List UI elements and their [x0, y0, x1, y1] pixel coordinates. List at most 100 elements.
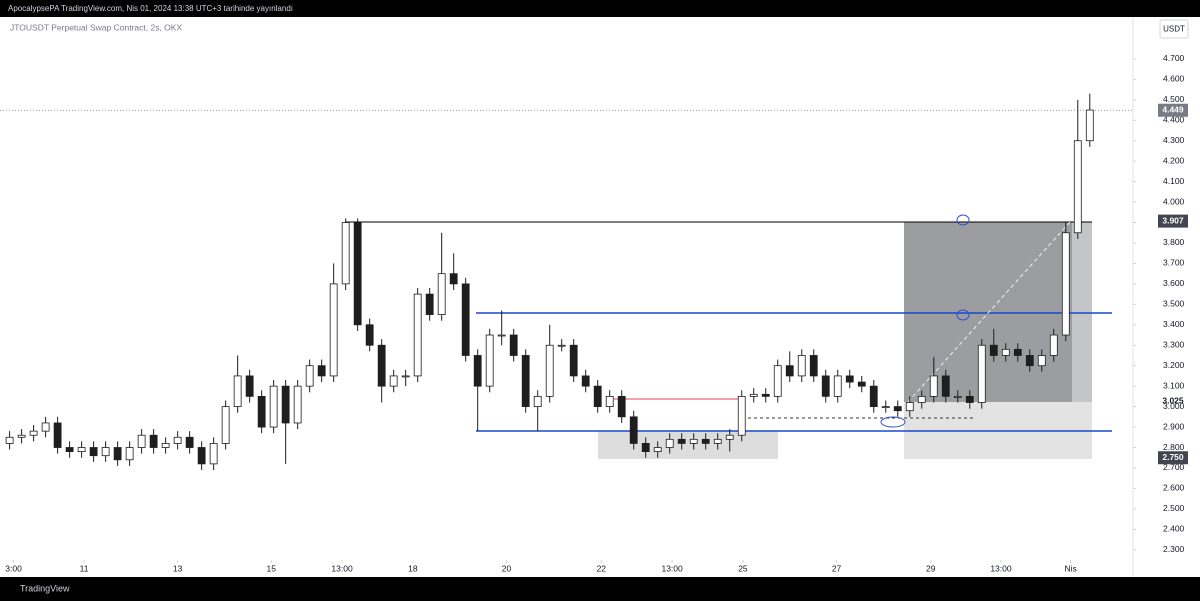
candle-body	[509, 334, 518, 356]
candle-body	[89, 447, 98, 457]
trend-line	[907, 221, 1071, 403]
candle-body	[209, 443, 218, 465]
candle-body	[893, 406, 902, 412]
candle-body	[185, 436, 194, 448]
candle-body	[569, 344, 578, 377]
y-tick-label: 3.100	[1163, 380, 1185, 390]
candle-body	[257, 395, 266, 428]
y-tick-label: 4.600	[1163, 74, 1185, 84]
top-bar	[0, 0, 1200, 17]
candle-body	[1037, 355, 1046, 367]
y-tick-label: 3.800	[1163, 237, 1185, 247]
candle-body	[101, 447, 110, 457]
candle-body	[749, 393, 758, 397]
candle-body	[1061, 232, 1070, 336]
y-tick-label: 4.400	[1163, 115, 1185, 125]
x-tick-label: 11	[80, 563, 89, 573]
candle-body	[737, 395, 746, 436]
candle-body	[461, 283, 470, 356]
candle-body	[5, 436, 14, 444]
candle-body	[233, 375, 242, 408]
x-tick-label: 29	[926, 563, 936, 573]
candle-body	[641, 443, 650, 452]
candle-body	[773, 365, 782, 397]
x-tick-label: 13:00	[331, 563, 353, 573]
chart-title: JTOUSDT Perpetual Swap Contract, 2s, OKX	[10, 22, 182, 32]
candle-body	[245, 375, 254, 397]
marks	[5, 93, 1094, 471]
marker	[956, 214, 970, 226]
candle-body	[77, 447, 86, 452]
candle-body	[485, 334, 494, 387]
zone	[598, 431, 778, 459]
candle-body	[353, 222, 362, 326]
candle-body	[953, 395, 962, 398]
candle-body	[53, 422, 62, 448]
candle-body	[629, 416, 638, 444]
candle-body	[677, 438, 686, 444]
candle-body	[497, 334, 506, 337]
candle-body	[665, 438, 674, 448]
price-label: 3.907	[1162, 215, 1184, 225]
x-tick-label: 13:00	[990, 563, 1012, 573]
x-tick-label: 13:00	[661, 563, 683, 573]
candle-body	[713, 438, 722, 444]
y-tick-label: 3.000	[1163, 401, 1185, 411]
candle-body	[1013, 348, 1022, 356]
candle-body	[377, 344, 386, 387]
candle-body	[869, 385, 878, 408]
candle-body	[29, 430, 38, 436]
candle-body	[617, 395, 626, 418]
candle-body	[965, 395, 974, 403]
zone	[904, 222, 1072, 402]
y-tick-label: 2.700	[1163, 462, 1185, 472]
x-tick-label: Nis	[1064, 563, 1076, 573]
y-tick-label: 2.300	[1163, 544, 1185, 554]
candle-body	[41, 422, 50, 432]
candle-body	[653, 447, 662, 452]
candle-body	[65, 447, 74, 452]
candle-body	[1085, 109, 1094, 142]
x-tick-label: 13	[173, 563, 183, 573]
candle-body	[977, 344, 986, 403]
candle-body	[221, 406, 230, 444]
marker	[880, 416, 906, 428]
candle-body	[329, 283, 338, 377]
currency-box	[1159, 19, 1189, 39]
y-tick-label: 3.700	[1163, 258, 1185, 268]
candle-body	[545, 344, 554, 397]
candle-body	[821, 375, 830, 397]
candle-body	[113, 447, 122, 461]
candle-body	[269, 385, 278, 428]
candle-body	[1073, 140, 1082, 234]
candle-body	[989, 344, 998, 356]
x-tick-label: 22	[597, 563, 607, 573]
candle-body	[293, 385, 302, 424]
price-label: 2.750	[1162, 452, 1184, 462]
x-tick-label: 3:00	[5, 563, 22, 573]
x-tick-label: 27	[832, 563, 842, 573]
candle-body	[161, 443, 170, 448]
candle-body	[881, 406, 890, 409]
y-tick-label: 2.600	[1163, 483, 1185, 493]
y-tick-label: 3.400	[1163, 319, 1185, 329]
candle-body	[581, 375, 590, 387]
candle-body	[521, 355, 530, 408]
y-tick-label: 4.000	[1163, 196, 1185, 206]
candle-body	[857, 381, 866, 387]
candle-body	[701, 438, 710, 444]
candle-body	[341, 222, 350, 285]
candle-body	[917, 395, 926, 403]
y-tick-label: 4.200	[1163, 155, 1185, 165]
candle-body	[137, 434, 146, 448]
currency: USDT	[1163, 25, 1185, 34]
y-tick-label: 2.500	[1163, 503, 1185, 513]
candle-body	[845, 375, 854, 383]
y-tick-label: 2.800	[1163, 442, 1185, 452]
candle-body	[557, 344, 566, 347]
candle-body	[785, 365, 794, 377]
y-tick-label: 4.500	[1163, 94, 1185, 104]
candle-body	[833, 375, 842, 397]
bottom-bar	[0, 577, 1200, 601]
